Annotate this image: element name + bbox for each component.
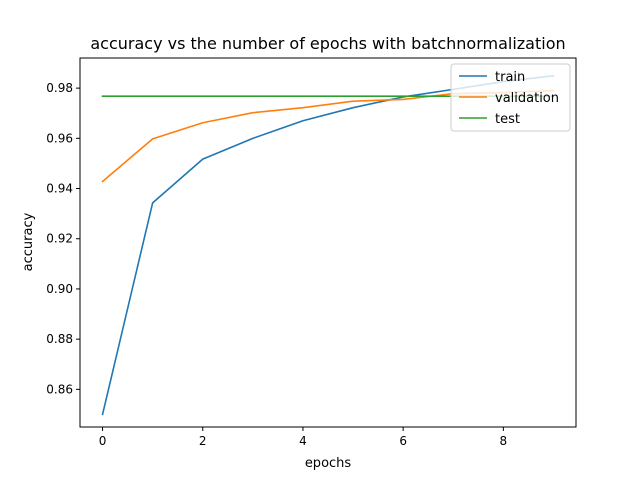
y-tick-label: 0.96	[46, 131, 73, 145]
y-tick-label: 0.92	[46, 232, 73, 246]
x-tick-label: 8	[500, 434, 508, 448]
y-axis-label: accuracy	[21, 212, 36, 271]
legend-label-test: test	[495, 112, 520, 127]
y-tick-label: 0.94	[46, 182, 73, 196]
y-tick-label: 0.90	[46, 282, 73, 296]
y-tick-label: 0.88	[46, 332, 73, 346]
chart-title: accuracy vs the number of epochs with ba…	[90, 34, 565, 53]
x-axis: 0 2 4 6 8	[99, 427, 507, 448]
y-axis: 0.86 0.88 0.90 0.92 0.94 0.96 0.98	[46, 81, 80, 396]
y-tick-label: 0.98	[46, 81, 73, 95]
x-tick-label: 2	[199, 434, 207, 448]
x-tick-label: 6	[399, 434, 407, 448]
legend-box	[450, 63, 571, 132]
legend: train validation test	[450, 63, 571, 132]
x-tick-label: 4	[299, 434, 307, 448]
x-axis-label: epochs	[305, 456, 352, 471]
legend-label-validation: validation	[495, 91, 559, 106]
y-tick-label: 0.86	[46, 382, 73, 396]
x-tick-label: 0	[99, 434, 107, 448]
plot-frame	[79, 57, 577, 428]
legend-label-train: train	[495, 70, 525, 85]
